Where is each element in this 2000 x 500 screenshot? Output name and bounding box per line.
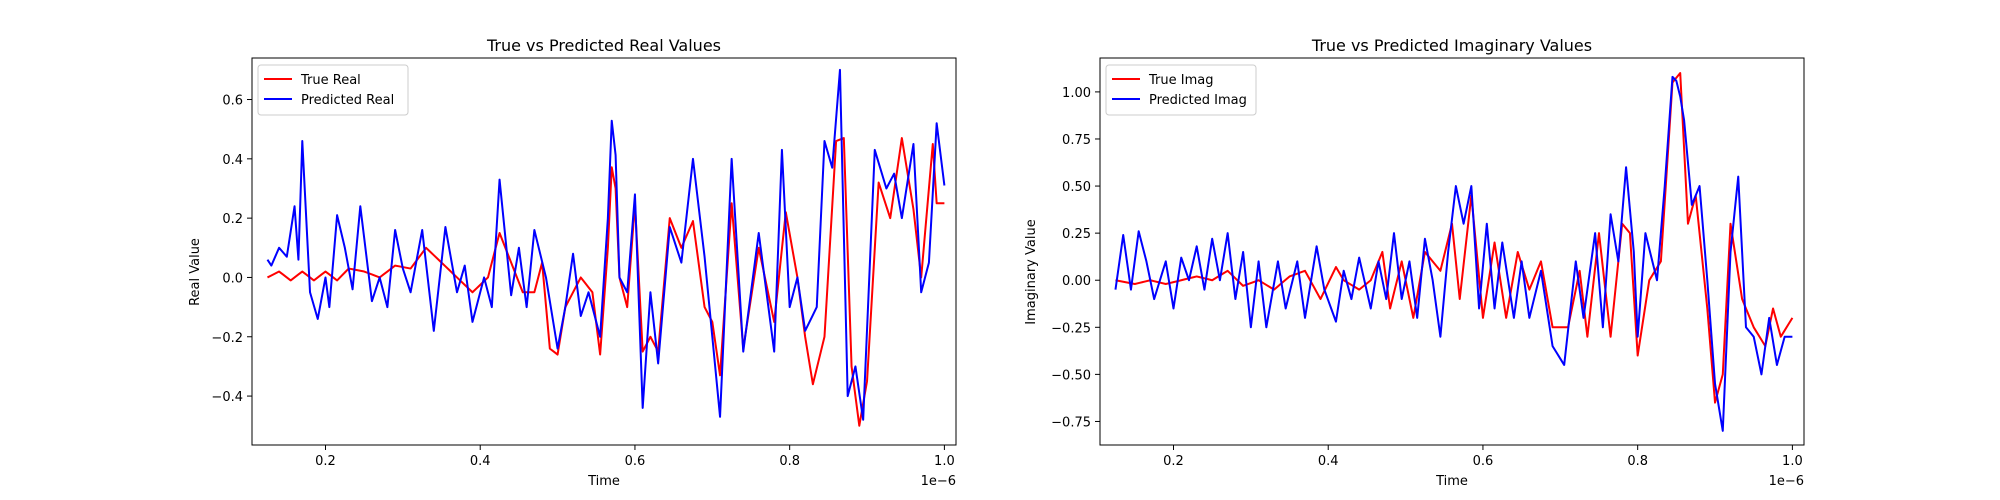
series-line-predicted-imag: [1114, 75, 1793, 432]
legend-box: [257, 64, 409, 116]
y-axis-label: Imaginary Value: [1024, 219, 1039, 324]
x-tick-label: 0.2: [1163, 454, 1184, 469]
chart-title: True vs Predicted Imaginary Values: [1311, 36, 1592, 55]
chart-real: True vs Predicted Real Values Real Value…: [188, 36, 957, 489]
x-tick-label: 0.4: [470, 454, 491, 469]
y-tick-label: 0.2: [222, 212, 243, 227]
y-tick-label: 0.4: [222, 153, 243, 168]
plot-area-frame: [1099, 57, 1805, 446]
y-tick-label: −0.4: [211, 390, 243, 405]
y-tick-label: −0.75: [1051, 415, 1091, 430]
y-tick-label: 1.00: [1062, 86, 1091, 101]
y-tick-label: −0.2: [211, 331, 243, 346]
y-tick-label: 0.00: [1062, 274, 1091, 289]
y-tick-label: 0.0: [222, 271, 243, 286]
x-axis-offset-label: 1e−6: [1769, 474, 1804, 489]
chart-title: True vs Predicted Real Values: [486, 36, 721, 55]
y-tick-label: 0.75: [1062, 133, 1091, 148]
x-tick-label: 1.0: [934, 454, 955, 469]
x-tick-label: 0.2: [315, 454, 336, 469]
x-axis-label: Time: [1435, 474, 1468, 489]
chart-imag: True vs Predicted Imaginary Values Imagi…: [1024, 36, 1805, 489]
legend: True Imag Predicted Imag: [1105, 64, 1257, 116]
legend-label-true-real: True Real: [300, 73, 361, 88]
legend-label-predicted-real: Predicted Real: [301, 93, 394, 108]
series-line-predicted-real: [266, 68, 946, 421]
x-axis-label: Time: [587, 474, 620, 489]
y-tick-label: 0.25: [1062, 227, 1091, 242]
x-tick-label: 0.4: [1318, 454, 1339, 469]
x-axis-offset-label: 1e−6: [921, 474, 956, 489]
series-line-true-imag: [1115, 72, 1794, 404]
legend: True Real Predicted Real: [257, 64, 409, 116]
x-tick-label: 0.6: [1473, 454, 1494, 469]
y-tick-label: −0.25: [1051, 321, 1091, 336]
legend-label-true-imag: True Imag: [1148, 73, 1213, 88]
legend-box: [1105, 64, 1257, 116]
y-tick-label: −0.50: [1051, 368, 1091, 383]
y-tick-label: 0.50: [1062, 180, 1091, 195]
y-tick-label: 0.6: [222, 94, 243, 109]
x-tick-label: 0.6: [625, 454, 646, 469]
x-tick-label: 0.8: [1627, 454, 1648, 469]
x-tick-label: 1.0: [1782, 454, 1803, 469]
x-tick-label: 0.8: [779, 454, 800, 469]
plot-area-frame: [251, 57, 957, 446]
y-axis-label: Real Value: [188, 238, 203, 306]
legend-label-predicted-imag: Predicted Imag: [1149, 93, 1247, 108]
